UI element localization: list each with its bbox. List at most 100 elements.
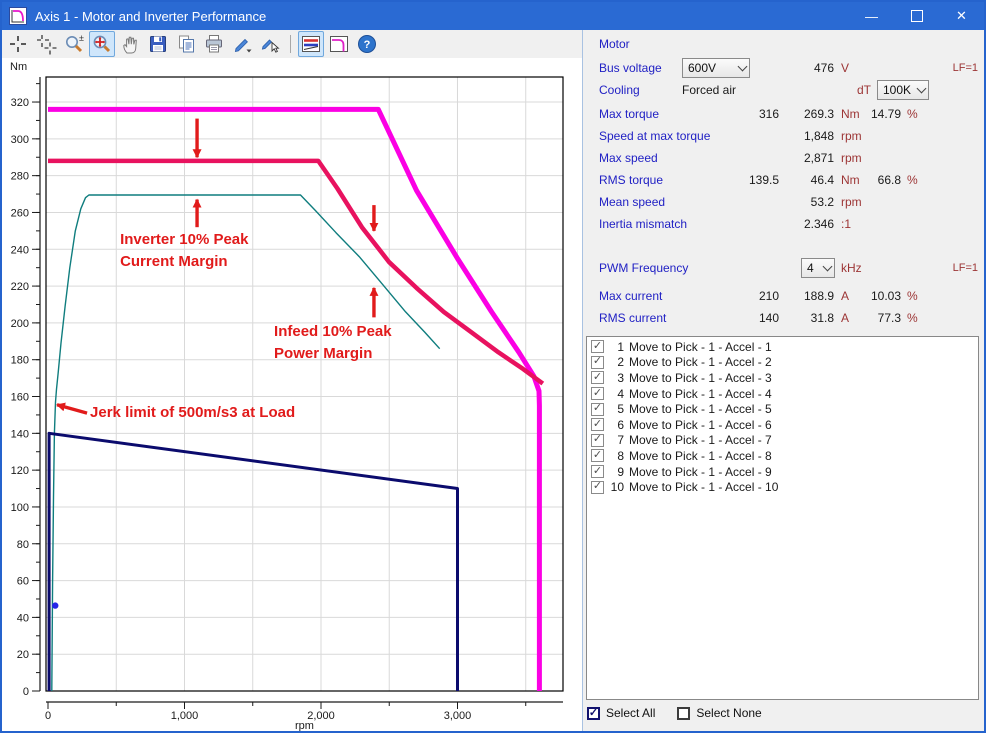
annotate-pencil-button[interactable] [229,31,255,57]
move-list-item[interactable]: ✓ 10 Move to Pick - 1 - Accel - 10 [587,479,978,495]
inertia-mismatch-value: 2.346 [803,217,834,231]
svg-text:320: 320 [11,97,29,109]
move-list-item[interactable]: ✓ 7 Move to Pick - 1 - Accel - 7 [587,433,978,449]
move-checkbox[interactable]: ✓ [591,480,604,494]
select-annotation-button[interactable] [257,31,283,57]
minimize-button[interactable]: — [849,2,894,30]
svg-text:3,000: 3,000 [444,710,472,722]
dual-crosshair-icon [37,35,57,55]
performance-chart[interactable]: 0 20 40 60 80 100 120 140 160 180 200 220 240 260 280 3… [2,58,582,731]
move-label: Move to Pick - 1 - Accel - 2 [629,355,772,370]
svg-text:2,000: 2,000 [307,710,335,722]
move-list-item[interactable]: ✓ 5 Move to Pick - 1 - Accel - 5 [587,401,978,417]
zoom-in-out-button[interactable]: ± [61,31,87,57]
move-checkbox[interactable]: ✓ [591,387,604,401]
move-list-item[interactable]: ✓ 9 Move to Pick - 1 - Accel - 9 [587,464,978,480]
checkmark-icon: ✓ [588,706,599,719]
move-checkbox[interactable]: ✓ [591,339,604,354]
move-number: 2 [617,355,624,370]
move-list-item[interactable]: ✓ 4 Move to Pick - 1 - Accel - 4 [587,386,978,402]
save-button[interactable] [145,31,171,57]
move-list-item[interactable]: ✓ 8 Move to Pick - 1 - Accel - 8 [587,448,978,464]
svg-text:180: 180 [11,355,29,367]
app-icon [9,7,27,25]
inverter-current-limited-torque-curve [48,158,545,386]
speed-at-max-torque-value: 1,848 [803,129,834,143]
move-label: Move to Pick - 1 - Accel - 10 [629,480,779,495]
plot-border [45,76,564,692]
move-list-item[interactable]: ✓ 3 Move to Pick - 1 - Accel - 3 [587,370,978,386]
max-torque-label: Max torque [599,107,660,121]
title-bar[interactable]: Axis 1 - Motor and Inverter Performance … [2,2,984,30]
move-checkbox[interactable]: ✓ [591,418,604,432]
close-button[interactable]: ✕ [939,2,984,30]
svg-text:?: ? [364,39,371,51]
window-title: Axis 1 - Motor and Inverter Performance [35,8,267,24]
minimize-icon: — [865,8,878,24]
move-checkbox[interactable]: ✓ [591,449,604,463]
max-current-pct: 10.03 [870,289,901,303]
move-list-item[interactable]: ✓ 6 Move to Pick - 1 - Accel - 6 [587,417,978,433]
rms-operating-point [52,602,59,609]
move-checkbox[interactable]: ✓ [591,402,604,416]
annotation-text: Power Margin [274,345,372,362]
performance-chart-icon [330,36,348,52]
move-list[interactable]: ✓ 1 Move to Pick - 1 - Accel - 1 ✓ 2 Mov… [586,336,979,700]
printer-icon [206,35,222,53]
pencil-select-icon [261,39,280,53]
rms-torque-unit: Nm [841,173,860,187]
move-number: 6 [617,417,624,432]
toolbar: ± [2,30,582,58]
bus-voltage-select[interactable]: 600V [682,58,750,78]
dt-select[interactable]: 100K [877,80,929,100]
pwm-frequency-select[interactable]: 4 [801,258,835,278]
inverter-load-factor: LF=1 [952,262,978,274]
move-list-item[interactable]: ✓ 1 Move to Pick - 1 - Accel - 1 [587,339,978,355]
dual-crosshair-button[interactable] [33,31,59,57]
hand-icon [123,36,137,54]
move-list-item[interactable]: ✓ 2 Move to Pick - 1 - Accel - 2 [587,355,978,371]
select-all-label: Select All [606,706,656,720]
move-label: Move to Pick - 1 - Accel - 3 [629,370,772,385]
annotation-text: Infeed 10% Peak [274,323,392,340]
inertia-mismatch-unit: :1 [841,217,852,231]
maximize-button[interactable] [894,2,939,30]
move-checkbox[interactable]: ✓ [591,355,604,369]
move-number: 10 [610,480,624,495]
select-none-checkbox[interactable] [677,706,691,720]
zoom-extents-button[interactable] [89,31,115,57]
performance-chart-button[interactable] [326,31,352,57]
pwm-frequency-unit: kHz [841,261,862,275]
checkmark-icon: ✓ [592,339,603,352]
checkmark-icon: ✓ [592,370,603,383]
rms-current-pct-unit: % [907,311,918,325]
move-checkbox[interactable]: ✓ [591,370,604,385]
print-button[interactable] [201,31,227,57]
bus-voltage-unit: V [841,61,850,75]
rms-torque-rated: 139.5 [748,173,779,187]
max-torque-value: 269.3 [803,107,834,121]
help-icon: ? [358,35,376,53]
annotation-text: Jerk limit of 500m/s3 at Load [90,404,295,421]
crosshair-cursor-button[interactable] [5,31,31,57]
y-axis-unit-label: Nm [10,61,27,73]
copy-button[interactable] [173,31,199,57]
bus-voltage-label: Bus voltage [599,61,662,75]
bus-voltage-selected: 600V [688,61,717,75]
dt-label: dT [857,83,872,97]
speed-at-max-torque-unit: rpm [841,129,862,143]
pan-button[interactable] [117,31,143,57]
move-checkbox[interactable]: ✓ [591,465,604,479]
move-checkbox[interactable]: ✓ [591,433,604,447]
rms-current-label: RMS current [599,311,667,325]
select-all-checkbox[interactable]: ✓ [587,706,600,720]
zoom-in-out-icon: ± [66,33,84,53]
torque-speed-chart-button[interactable] [298,31,324,57]
max-current-unit: A [841,289,850,303]
annotation-arrow [56,402,88,415]
move-number: 7 [617,433,624,448]
max-current-value: 188.9 [803,289,834,303]
move-label: Move to Pick - 1 - Accel - 8 [629,448,772,463]
help-button[interactable]: ? [354,31,380,57]
